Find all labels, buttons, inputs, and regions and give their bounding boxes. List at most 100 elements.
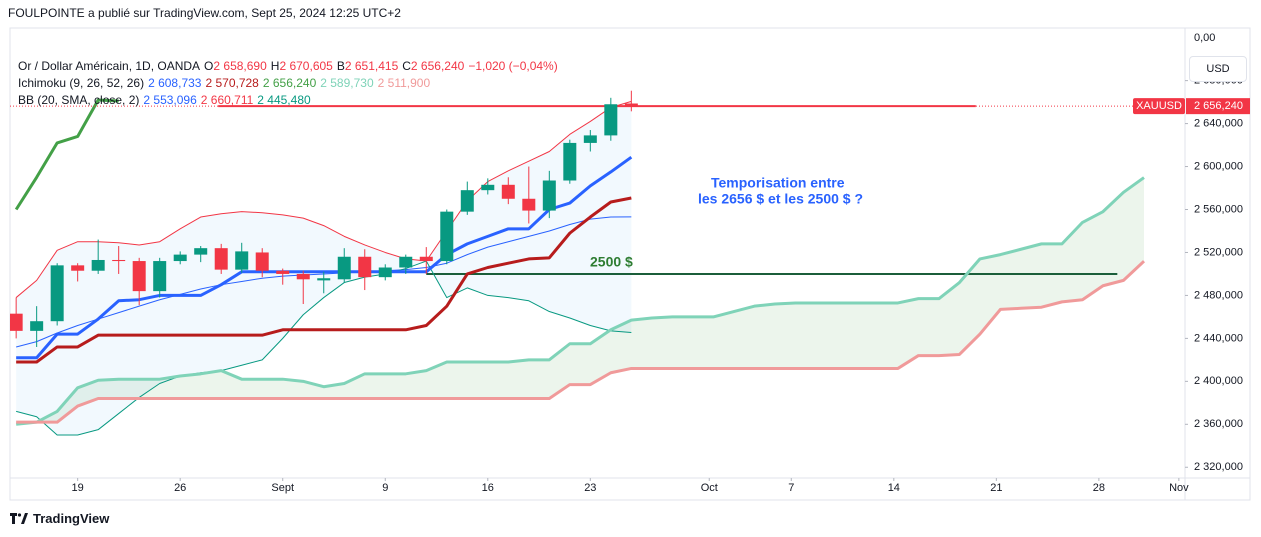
ohlc-value: 2 651,415 <box>344 59 399 73</box>
y-tick-label: 2 360,000 <box>1194 418 1243 430</box>
annotation: les 2656 $ et les 2500 $ ? <box>698 191 863 207</box>
ohlc-value: 2 670,605 <box>279 59 333 73</box>
y-tick-label: 2 320,000 <box>1194 461 1243 473</box>
candle-body <box>10 313 23 331</box>
candle-body <box>317 278 331 281</box>
price-tag: 2 656,240 <box>1194 100 1243 112</box>
x-tick-label: 26 <box>174 482 186 494</box>
indicator-value: 2 511,900 <box>377 76 431 90</box>
indicator-value: 2 656,240 <box>262 76 317 90</box>
ohlc-value: 2 656,240 <box>410 59 465 73</box>
y-tick-label: 2 480,000 <box>1194 289 1243 301</box>
candle-body <box>50 265 64 322</box>
candle-body <box>501 184 515 199</box>
symbol-tag: XAUUSD <box>1136 100 1182 112</box>
candle-body <box>173 254 187 262</box>
annotation: 2500 $ <box>590 254 633 270</box>
publisher-header: FOULPOINTE a publié sur TradingView.com,… <box>8 6 401 20</box>
x-tick-label: 9 <box>382 482 388 494</box>
candle-body <box>419 256 433 262</box>
x-tick-label: 7 <box>788 482 794 494</box>
candle-body <box>30 321 44 331</box>
candle-body <box>276 270 290 274</box>
candle-body <box>583 135 597 143</box>
legend: Or / Dollar Américain, 1D, OANDA O2 658,6… <box>18 58 562 109</box>
logo-icon <box>10 513 28 524</box>
indicator-line <box>14 98 119 211</box>
indicator-value: 2 553,096 <box>143 93 197 107</box>
candle-body <box>522 198 536 211</box>
candle-body <box>604 104 618 136</box>
candle-body <box>624 103 638 107</box>
currency-button[interactable]: USD <box>1189 56 1247 82</box>
legend-indicator-row: Ichimoku (9, 26, 52, 26) 2 608,733 2 570,7… <box>18 75 562 92</box>
indicator-name: Ichimoku (9, 26, 52, 26) <box>18 76 145 90</box>
candle-body <box>194 248 208 255</box>
tradingview-logo: TradingView <box>10 511 109 526</box>
candle-body <box>235 251 249 270</box>
candle-body <box>132 261 146 292</box>
x-tick-label: Nov <box>1169 482 1189 494</box>
price-tag-bg <box>1186 98 1250 115</box>
candle-body <box>337 256 351 280</box>
candle-body <box>440 211 454 262</box>
x-tick-label: 19 <box>72 482 84 494</box>
legend-symbol-row: Or / Dollar Américain, 1D, OANDA O2 658,6… <box>18 58 562 75</box>
annotation: Temporisation entre <box>711 175 845 191</box>
indicator-line <box>16 196 632 364</box>
indicator-value: 2 608,733 <box>148 76 202 90</box>
y-tick-label: 2 400,000 <box>1194 375 1243 387</box>
ohlc-key: C <box>402 59 411 73</box>
ohlc-key: O <box>204 59 214 73</box>
ohlc-value: 2 658,690 <box>213 59 267 73</box>
x-tick-label: Sept <box>271 482 294 494</box>
y-tick-label: 2 640,000 <box>1194 117 1243 129</box>
candle-body <box>358 256 372 278</box>
candle-body <box>296 273 310 280</box>
indicator-value: 2 570,728 <box>205 76 259 90</box>
candle-body <box>563 142 577 181</box>
candle-body <box>255 252 269 271</box>
candle-body <box>378 267 392 278</box>
x-tick-label: 28 <box>1093 482 1105 494</box>
y-tick-label: 2 560,000 <box>1194 203 1243 215</box>
candle-body <box>71 265 85 271</box>
indicator-line <box>15 176 1145 426</box>
indicator-line <box>16 260 1146 424</box>
candle-body <box>214 248 228 270</box>
x-tick-label: 23 <box>584 482 596 494</box>
candle-body <box>153 261 167 292</box>
y-tick-label: 2 520,000 <box>1194 246 1243 258</box>
y-tick-label: 2 440,000 <box>1194 332 1243 344</box>
ohlc-key: H <box>270 59 280 73</box>
indicator-value: 2 445,480 <box>257 93 311 107</box>
candle-body <box>460 190 474 212</box>
indicator-line <box>15 100 632 298</box>
candle-body <box>481 184 495 191</box>
candle-body <box>542 180 556 211</box>
indicator-value: 2 589,730 <box>320 76 374 90</box>
symbol-name: Or / Dollar Américain, 1D, OANDA <box>18 59 201 73</box>
legend-indicator-row: BB (20, SMA, close, 2) 2 553,096 2 660,711… <box>18 92 562 109</box>
indicator-name: BB (20, SMA, close, 2) <box>18 93 140 107</box>
footer-brand: TradingView <box>33 511 110 526</box>
ohlc-key: B <box>336 59 345 73</box>
x-tick-label: 21 <box>990 482 1002 494</box>
cloud-fill <box>16 177 1144 425</box>
bb-fill <box>16 101 632 436</box>
candle-body <box>91 259 105 271</box>
candle-body <box>112 259 126 262</box>
y-tick-label: 2 600,000 <box>1194 160 1243 172</box>
axis-top-label: 0,00 <box>1194 32 1215 44</box>
symbol-tag-bg <box>1133 98 1185 115</box>
indicator-value: 2 660,711 <box>200 93 254 107</box>
change-value: −1,020 (−0,04%) <box>468 59 558 73</box>
x-tick-label: 14 <box>888 482 900 494</box>
candle-body <box>399 256 413 268</box>
chart-frame <box>9 27 1251 501</box>
x-tick-label: Oct <box>701 482 718 494</box>
axes: 2 320,000 2 360,000 2 400,000 2 440,000 2 48… <box>72 32 1250 494</box>
indicator-line <box>16 260 632 436</box>
